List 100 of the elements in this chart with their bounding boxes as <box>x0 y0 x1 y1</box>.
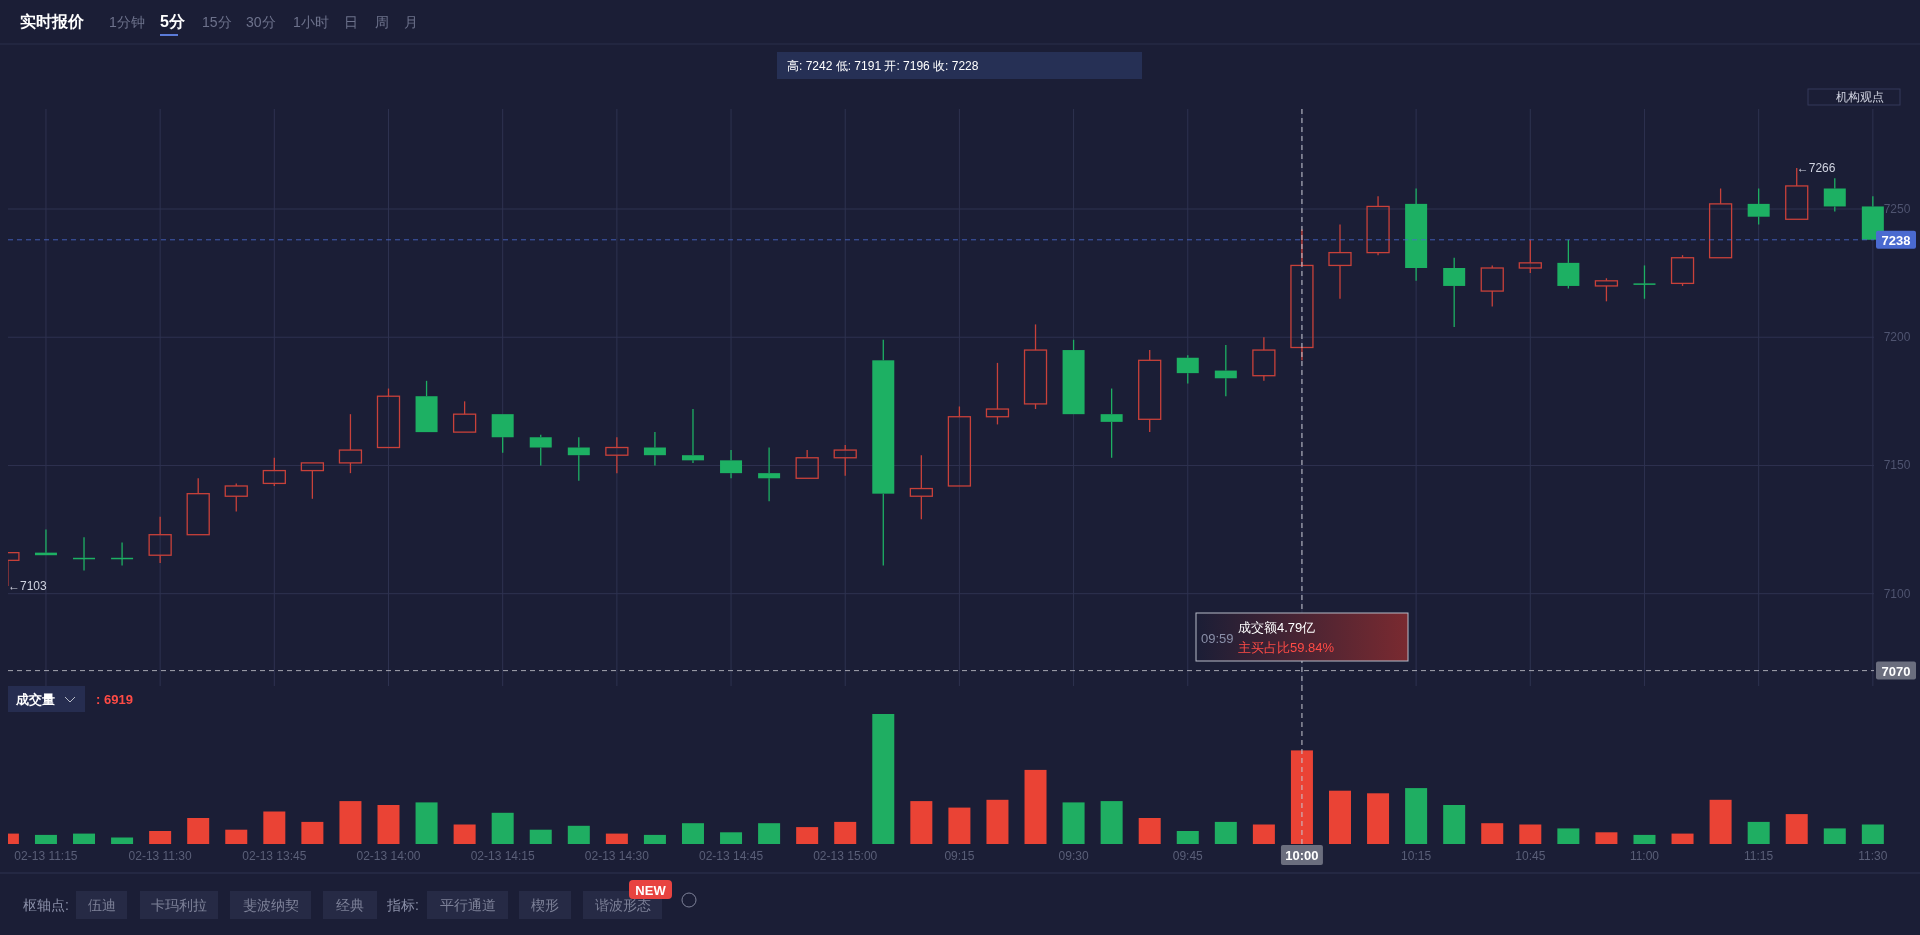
text: 实时报价 <box>20 13 85 30</box>
bar <box>1100 801 1123 844</box>
bar <box>1481 823 1504 844</box>
ref-line-label: 7070 <box>1881 663 1911 679</box>
candlestick <box>1328 223 1352 300</box>
x-tick-label: 02-13 14:30 <box>584 849 650 863</box>
bar <box>643 834 666 844</box>
bar <box>758 823 781 844</box>
x-tick-label: 11:00 <box>1629 849 1660 863</box>
text: 5分 <box>160 13 186 30</box>
bar <box>948 807 971 844</box>
bar <box>491 812 514 844</box>
chart-title: 成交量 <box>15 692 55 707</box>
annotation: 09:59 <box>1201 631 1234 646</box>
bar <box>1138 818 1161 844</box>
x-tick-label: 02-13 11:15 <box>14 849 78 863</box>
text: 1小时 <box>293 14 329 30</box>
annotation: 主买占比59.84% <box>1238 640 1335 655</box>
candlestick <box>1252 336 1276 382</box>
bar <box>73 833 96 844</box>
text: : 6919 <box>96 692 133 707</box>
candlestick <box>1366 195 1390 256</box>
chart-subtitle: 高: 7242 低: 7191 开: 7196 收: 7228 <box>787 59 979 73</box>
bar <box>834 821 857 844</box>
bar <box>681 823 704 844</box>
x-tick-label: 02-13 11:30 <box>128 849 193 863</box>
text: 伍迪 <box>87 897 116 913</box>
text: 30分 <box>246 14 276 30</box>
annotation: ←7266 <box>1796 160 1836 175</box>
candlestick <box>758 446 781 503</box>
text: 枢轴点: <box>23 897 69 913</box>
x-tick-label: 02-13 13:45 <box>242 849 307 863</box>
bar <box>1176 831 1199 844</box>
bar <box>263 811 286 844</box>
candlestick <box>643 431 666 467</box>
bar <box>1024 769 1047 844</box>
bar <box>187 818 210 844</box>
bar <box>1633 834 1656 844</box>
x-tick-label: 10:00 <box>1285 848 1319 863</box>
text: 15分 <box>202 14 232 30</box>
bar <box>910 801 933 844</box>
bar <box>1747 821 1770 844</box>
bar <box>1861 824 1884 844</box>
y-tick-label: 7200 <box>1883 330 1911 345</box>
bar <box>1062 802 1085 844</box>
bar <box>415 802 438 844</box>
bar <box>301 821 324 844</box>
bar <box>986 799 1009 844</box>
candlestick <box>720 449 743 479</box>
bar <box>1557 828 1580 844</box>
candlestick <box>1405 187 1428 282</box>
bar <box>1519 824 1542 844</box>
bar <box>111 837 134 844</box>
bar <box>377 805 400 844</box>
annotation: 成交额4.79亿 <box>1238 620 1316 635</box>
bar <box>1709 799 1732 844</box>
bar <box>1252 824 1275 844</box>
text: 1分钟 <box>109 14 145 30</box>
bar <box>529 829 552 844</box>
x-tick-label: 02-13 14:45 <box>699 849 764 863</box>
annotation: ←7103 <box>8 578 48 593</box>
text: 周 <box>375 14 389 30</box>
x-tick-label: 09:30 <box>1058 849 1089 863</box>
y-tick-label: 7250 <box>1883 202 1911 217</box>
bar <box>1405 788 1428 844</box>
x-tick-label: 10:45 <box>1515 849 1546 863</box>
ref-line-label: 7238 <box>1881 232 1911 248</box>
bar <box>34 834 57 844</box>
x-tick-label: 09:45 <box>1172 849 1204 863</box>
candlestick <box>872 339 895 567</box>
bar <box>1823 828 1846 844</box>
x-tick-label: 11:30 <box>1858 849 1888 863</box>
bar <box>1785 814 1808 844</box>
bar <box>1329 790 1351 844</box>
text: 经典 <box>336 897 364 913</box>
x-tick-label: 02-13 15:00 <box>813 849 878 863</box>
text: 谐波形态 <box>594 897 651 913</box>
text: 斐波纳契 <box>242 897 299 913</box>
x-tick-label: 02-13 14:15 <box>470 849 536 863</box>
text: 卡玛利拉 <box>151 897 207 913</box>
x-tick-label: 11:15 <box>1744 849 1774 863</box>
bar <box>339 801 362 844</box>
text: NEW <box>635 883 667 898</box>
bar <box>872 714 895 844</box>
text: 楔形 <box>531 897 559 913</box>
text: 日 <box>344 14 358 30</box>
bar <box>1214 821 1237 844</box>
text: 月 <box>404 14 418 30</box>
bar <box>1671 833 1694 844</box>
bar <box>567 825 590 844</box>
y-tick-label: 7100 <box>1883 586 1911 601</box>
text: 机构观点 <box>1836 90 1884 104</box>
bar <box>720 832 743 844</box>
text: 指标: <box>386 897 419 913</box>
bar <box>1443 805 1466 844</box>
candlestick <box>681 408 704 464</box>
bar <box>149 831 172 844</box>
text: 平行通道 <box>439 897 496 913</box>
candlestick <box>605 436 629 474</box>
x-tick-label: 09:15 <box>944 849 975 863</box>
